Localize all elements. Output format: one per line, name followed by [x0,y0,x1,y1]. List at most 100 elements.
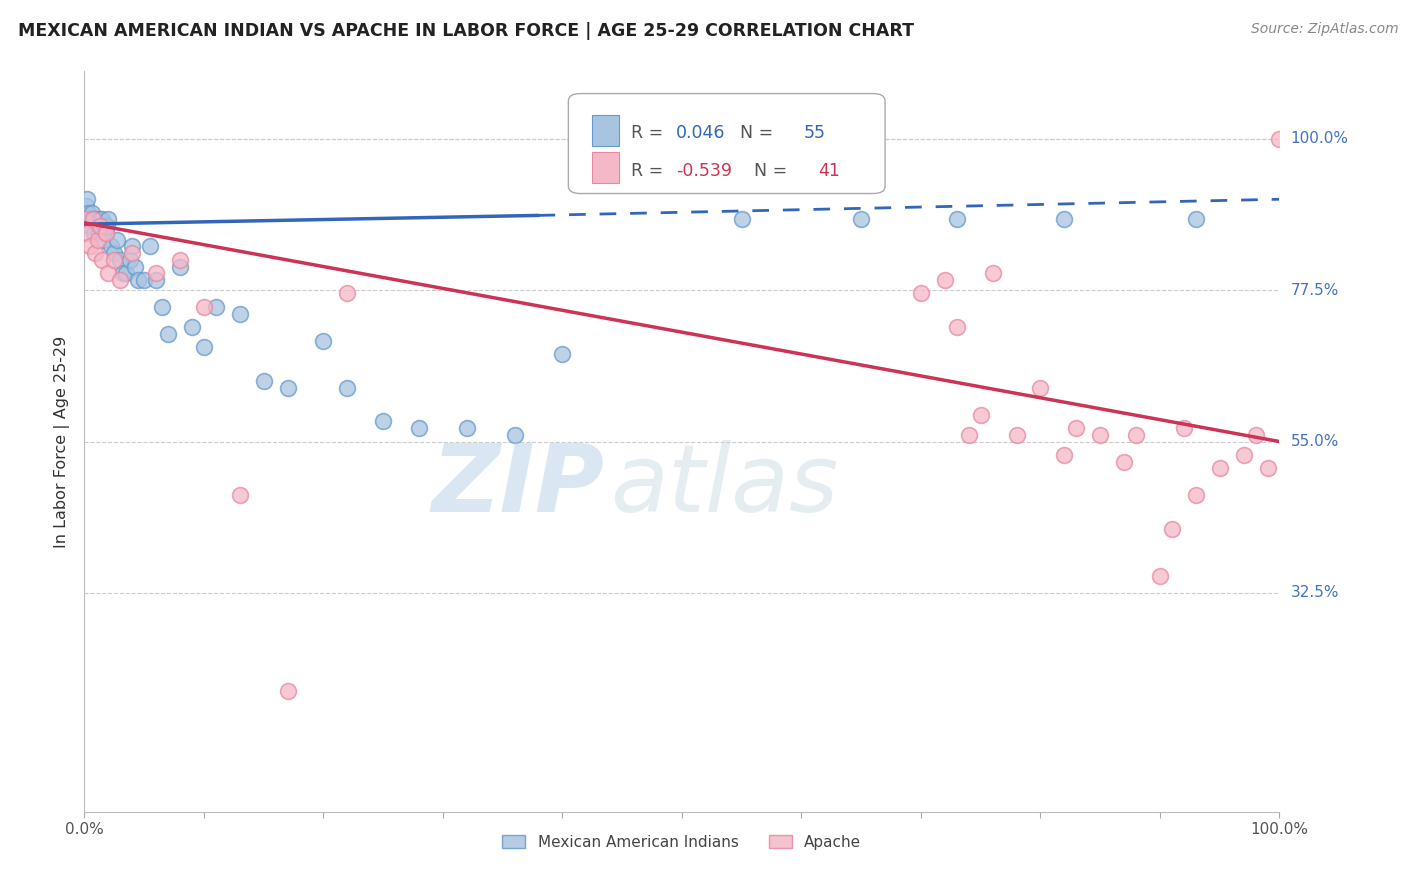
Text: 55.0%: 55.0% [1291,434,1339,449]
Point [1053,212,1076,227]
Point [1053,448,1076,462]
Point [139,239,162,253]
Point [121,239,143,253]
Text: R =: R = [630,161,668,180]
Point [851,212,873,227]
Point [94,226,117,240]
Point [91,252,114,267]
Text: ZIP: ZIP [432,440,605,532]
Point [1005,427,1028,442]
Point [75,199,97,213]
Point [1233,448,1256,462]
Point [103,252,125,267]
Point [205,300,228,314]
Point [277,381,299,395]
Point [77,205,100,219]
Point [970,408,993,422]
Point [82,212,104,227]
Point [1268,131,1291,145]
Point [73,212,96,227]
Point [110,273,132,287]
Text: atlas: atlas [610,441,838,532]
Legend: Mexican American Indians, Apache: Mexican American Indians, Apache [496,829,868,856]
Point [1066,421,1088,435]
Point [84,212,107,227]
Point [89,212,111,227]
Point [118,252,141,267]
Text: 32.5%: 32.5% [1291,585,1339,600]
Point [336,381,359,395]
Y-axis label: In Labor Force | Age 25-29: In Labor Force | Age 25-29 [55,335,70,548]
Point [1185,488,1208,502]
Point [86,233,108,247]
Point [1173,421,1195,435]
Text: 41: 41 [818,161,839,180]
Point [105,233,128,247]
Point [77,212,100,227]
Point [1125,427,1147,442]
FancyBboxPatch shape [592,115,619,145]
Point [193,340,215,354]
Point [94,226,117,240]
Point [150,300,173,314]
Point [111,266,134,280]
Point [456,421,478,435]
Text: 100.0%: 100.0% [1291,131,1348,146]
Point [157,326,180,341]
Point [946,212,969,227]
Point [1244,427,1267,442]
Point [80,205,103,219]
Point [124,260,146,274]
FancyBboxPatch shape [592,153,619,183]
Point [127,273,149,287]
Point [110,252,132,267]
Point [503,427,526,442]
Text: -0.539: -0.539 [676,161,733,180]
Point [76,192,98,206]
Point [408,421,430,435]
Point [1209,461,1232,475]
Point [957,427,980,442]
Text: 55: 55 [804,124,825,143]
Point [1185,212,1208,227]
FancyBboxPatch shape [568,94,886,194]
Text: MEXICAN AMERICAN INDIAN VS APACHE IN LABOR FORCE | AGE 25-29 CORRELATION CHART: MEXICAN AMERICAN INDIAN VS APACHE IN LAB… [18,22,914,40]
Point [86,212,108,227]
Text: N =: N = [728,124,779,143]
Point [79,239,101,253]
Point [253,374,276,388]
Point [82,212,104,227]
Text: 0.046: 0.046 [676,124,725,143]
Point [87,226,110,240]
Point [83,226,105,240]
Point [1257,461,1279,475]
Point [84,246,107,260]
Point [103,246,125,260]
Text: R =: R = [630,124,668,143]
Point [90,219,112,234]
Point [132,273,156,287]
Point [373,414,395,428]
Point [312,334,335,348]
Point [91,212,114,227]
Text: 77.5%: 77.5% [1291,283,1339,298]
Point [336,286,359,301]
Point [169,252,191,267]
Point [100,239,122,253]
Point [1161,522,1184,536]
Point [551,347,574,361]
Point [96,219,118,234]
Point [910,286,932,301]
Point [277,683,299,698]
Point [1029,381,1052,395]
Point [93,233,115,247]
Point [79,219,101,234]
Point [946,320,969,334]
Point [86,219,108,234]
Point [981,266,1004,280]
Point [121,246,143,260]
Point [934,273,956,287]
Point [145,273,167,287]
Point [1090,427,1112,442]
Point [193,300,215,314]
